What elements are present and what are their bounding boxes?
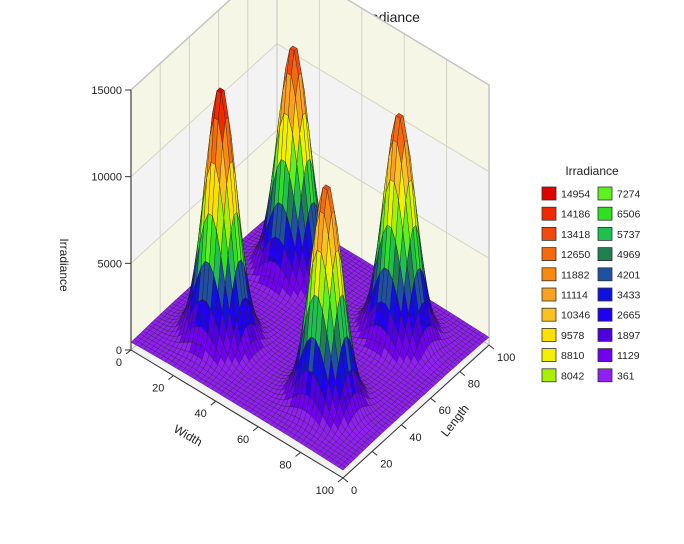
- x-tick-mark: [168, 375, 174, 380]
- left-wall-band: [131, 0, 277, 177]
- legend-label: 10346: [561, 310, 590, 322]
- y-tick-mark: [401, 424, 407, 430]
- legend-label: 13418: [561, 229, 590, 241]
- y-tick-label: 100: [497, 352, 515, 364]
- legend-label: 1129: [617, 350, 640, 362]
- x-axis-label: Width: [171, 422, 205, 449]
- right-wall-band: [277, 0, 489, 172]
- legend-swatch: [541, 267, 557, 282]
- legend-label: 2665: [617, 310, 641, 322]
- legend-label: 6506: [617, 209, 641, 221]
- x-tick-mark: [210, 400, 217, 406]
- y-tick-mark: [459, 371, 466, 376]
- legend-label: 11882: [561, 269, 590, 281]
- legend-swatch: [541, 226, 557, 241]
- z-tick-label: 15000: [91, 85, 122, 97]
- legend-swatch: [597, 327, 613, 342]
- legend: Irradiance 14954 14186 13418 12650 11882 1111…: [541, 164, 641, 383]
- legend-swatch: [541, 307, 557, 322]
- legend-label: 4969: [617, 249, 641, 261]
- y-tick-label: 60: [439, 405, 451, 417]
- legend-swatch: [597, 368, 613, 383]
- legend-swatch: [597, 267, 613, 282]
- y-tick-mark: [371, 451, 378, 456]
- x-tick-mark: [125, 349, 132, 355]
- legend-title: Irradiance: [565, 164, 619, 178]
- legend-label: 12650: [561, 249, 590, 261]
- x-axis-line: [130, 349, 344, 479]
- z-tick-label: 5000: [98, 258, 122, 270]
- legend-swatch: [541, 287, 557, 302]
- legend-label: 4201: [617, 269, 641, 281]
- legend-label: 9578: [561, 330, 585, 342]
- y-tick-mark: [342, 477, 349, 483]
- legend-label: 8042: [561, 370, 585, 382]
- legend-swatch: [541, 206, 557, 221]
- y-tick-label: 80: [468, 379, 480, 391]
- y-tick-mark: [430, 397, 436, 403]
- y-tick-mark: [488, 344, 495, 350]
- legend-swatch: [597, 186, 613, 201]
- legend-swatch: [597, 226, 613, 241]
- x-tick-label: 60: [237, 434, 249, 446]
- legend-swatch: [597, 307, 613, 322]
- legend-label: 14186: [561, 209, 590, 221]
- legend-label: 8810: [561, 350, 585, 362]
- legend-label: 3433: [617, 290, 641, 302]
- legend-swatch: [597, 206, 613, 221]
- surface-cell: [338, 464, 347, 471]
- right-wall-band: [277, 43, 489, 259]
- x-tick-mark: [337, 477, 344, 483]
- legend-label: 5737: [617, 229, 641, 241]
- z-tick-label: 0: [116, 345, 122, 357]
- x-tick-label: 100: [316, 485, 334, 497]
- y-tick-label: 0: [351, 485, 357, 497]
- x-tick-label: 80: [279, 459, 291, 471]
- x-tick-label: 20: [152, 383, 164, 395]
- legend-label: 1897: [617, 330, 641, 342]
- legend-swatch: [541, 327, 557, 342]
- chart-axes: 0 20 40 60 80 100 0 20 40 60 80 100 0 5000 10000 15000: [91, 85, 515, 497]
- legend-swatch: [597, 348, 613, 363]
- z-tick-label: 10000: [91, 172, 122, 184]
- legend-label: 361: [617, 370, 635, 382]
- legend-swatch: [541, 186, 557, 201]
- legend-swatch: [541, 348, 557, 363]
- x-tick-label: 0: [116, 357, 122, 369]
- legend-label: 7274: [617, 189, 641, 201]
- y-axis-line: [342, 344, 490, 479]
- legend-swatch: [541, 368, 557, 383]
- x-tick-mark: [252, 426, 259, 432]
- y-tick-label: 20: [380, 458, 392, 470]
- surface-mesh: [130, 45, 490, 471]
- legend-label: 11114: [561, 290, 588, 302]
- y-tick-label: 40: [409, 432, 421, 444]
- z-axis-label: Irradiance: [57, 238, 71, 292]
- left-wall-band: [131, 43, 277, 264]
- legend-swatch: [597, 287, 613, 302]
- legend-swatch: [541, 247, 557, 262]
- x-tick-mark: [295, 452, 301, 457]
- legend-swatch: [597, 247, 613, 262]
- x-tick-label: 40: [195, 408, 207, 420]
- legend-label: 14954: [561, 189, 590, 201]
